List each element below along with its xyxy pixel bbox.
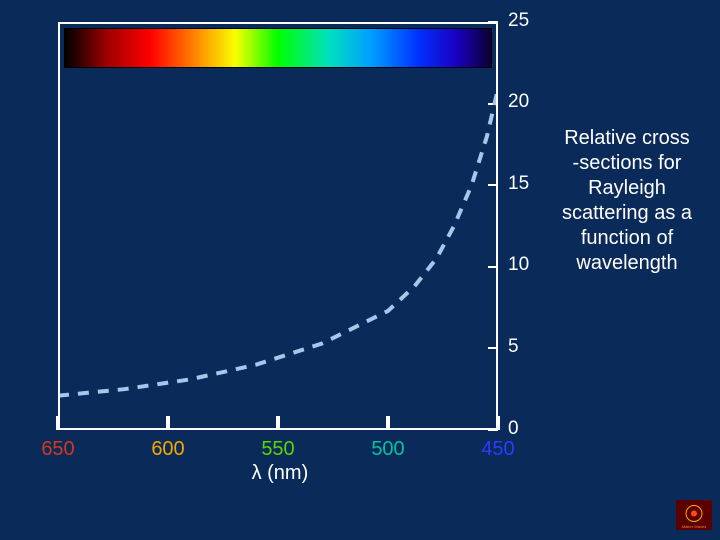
atom-icon: [676, 502, 712, 525]
brand-caption: Matter Waves: [682, 525, 707, 529]
brand-logo: Matter Waves: [676, 500, 712, 530]
chart-stage: 0510152025650600550500450λ (nm)Relative …: [0, 0, 720, 540]
chart-title: Relative cross-sections forRayleighscatt…: [554, 126, 700, 276]
